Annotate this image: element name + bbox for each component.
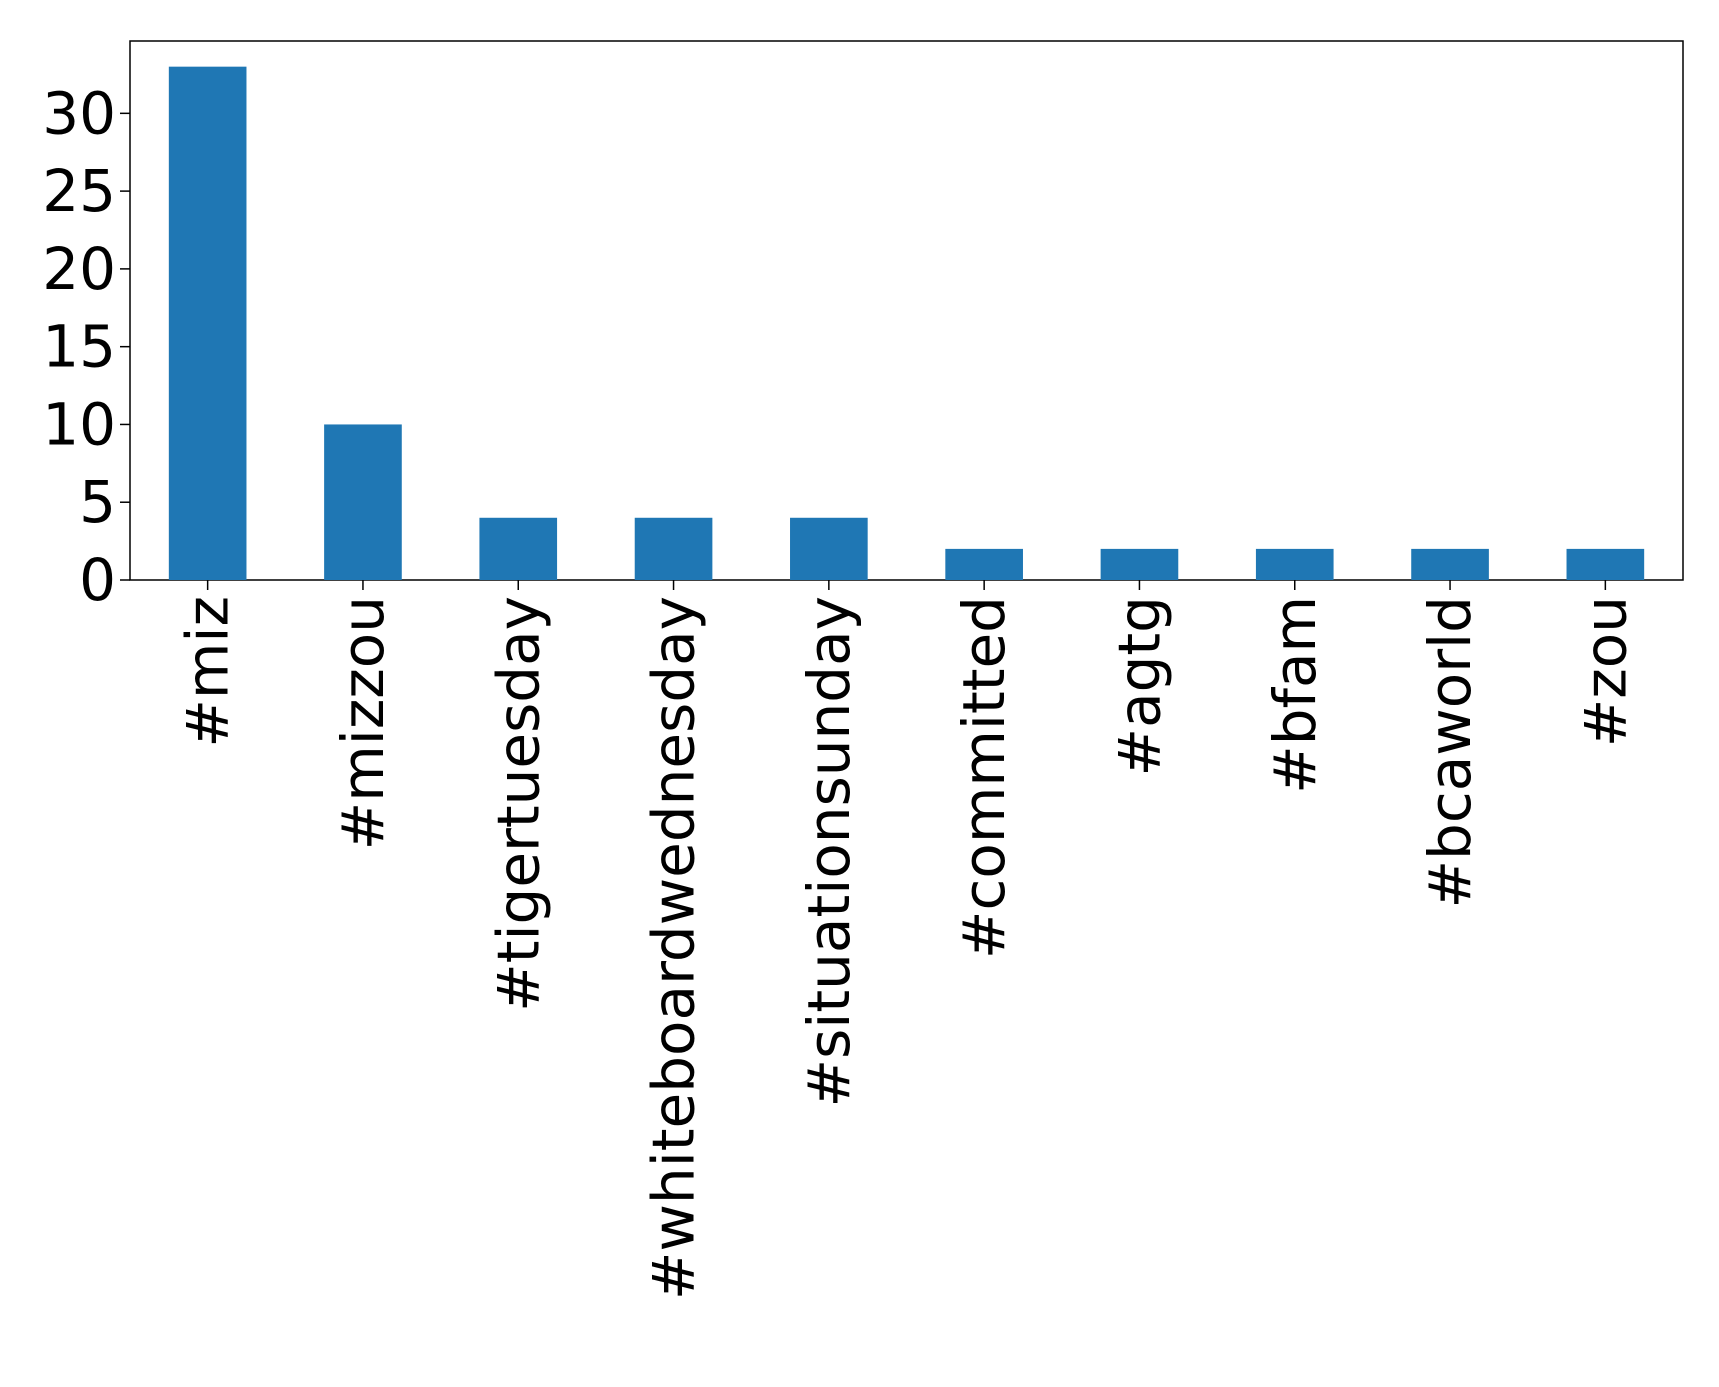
- bar-whiteboardwednesday: [634, 517, 713, 580]
- x-tick-label: #committed: [950, 596, 1018, 959]
- bar-bfam: [1255, 548, 1334, 580]
- x-tick-label: #situationsunday: [795, 596, 863, 1108]
- bar-committed: [945, 548, 1023, 580]
- x-tick-label: #mizzou: [329, 596, 397, 850]
- x-tick-label: #miz: [174, 596, 242, 748]
- bar-zou: [1566, 548, 1645, 580]
- bars: [168, 66, 1645, 580]
- x-axis: #miz #mizzou #tigertuesday #whiteboardwedne…: [174, 580, 1639, 1300]
- plot-area: [129, 40, 1684, 581]
- y-tick-label: 0: [79, 546, 116, 614]
- x-tick-label: #whiteboardwednesday: [640, 596, 708, 1300]
- y-tick-label: 25: [42, 157, 116, 225]
- y-axis: 0 5 10 15 20 25 30: [42, 79, 130, 614]
- x-tick-label: #bfam: [1261, 596, 1329, 794]
- y-tick-label: 5: [79, 468, 116, 536]
- x-tick-label: #agtg: [1105, 596, 1173, 777]
- x-tick-label: #zou: [1571, 596, 1639, 747]
- y-tick-label: 15: [42, 313, 116, 381]
- y-tick-label: 20: [42, 235, 116, 303]
- bar-miz: [168, 66, 247, 580]
- axes-frame: [129, 40, 1684, 581]
- bar-bcaworld: [1411, 548, 1489, 580]
- y-tick-label: 10: [42, 390, 116, 458]
- x-tick-label: #bcaworld: [1416, 596, 1484, 909]
- bar-mizzou: [324, 424, 402, 580]
- bar-tigertuesday: [479, 517, 558, 580]
- x-tick-label: #tigertuesday: [484, 596, 552, 1012]
- bar-situationsunday: [790, 517, 868, 580]
- y-tick-label: 30: [42, 79, 116, 147]
- bar-agtg: [1100, 548, 1179, 580]
